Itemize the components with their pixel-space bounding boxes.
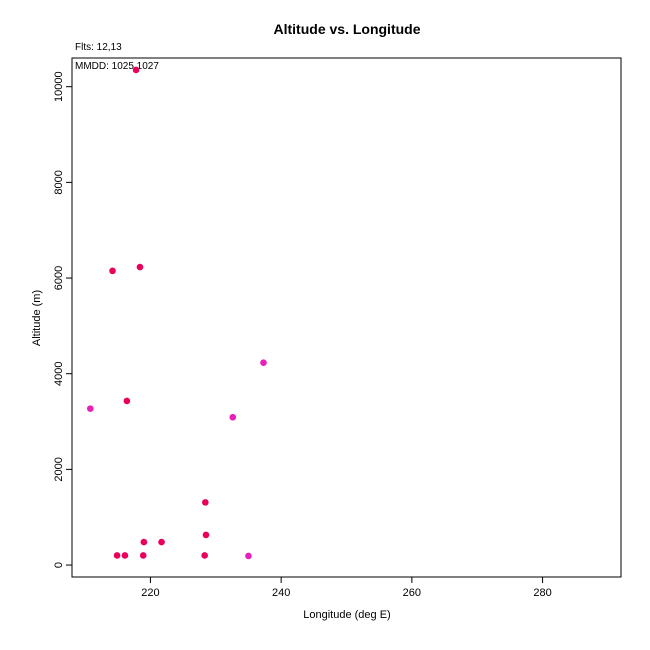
chart-title: Altitude vs. Longitude xyxy=(274,21,421,37)
data-point xyxy=(201,552,208,559)
x-axis-label: Longitude (deg E) xyxy=(303,609,390,621)
data-point xyxy=(113,552,121,559)
data-point xyxy=(121,552,129,559)
y-axis-label: Altitude (m) xyxy=(31,290,43,346)
data-point xyxy=(202,499,209,506)
data-points xyxy=(87,66,267,560)
x-tick-label: 220 xyxy=(141,587,159,599)
y-tick-label: 2000 xyxy=(53,457,65,481)
data-point xyxy=(139,552,147,559)
x-tick-label: 240 xyxy=(272,587,290,599)
y-tick-label: 8000 xyxy=(53,170,65,194)
y-axis: 0 2000 4000 6000 8000 10000 xyxy=(53,71,73,568)
data-point xyxy=(109,267,116,275)
data-point xyxy=(87,405,94,412)
data-point xyxy=(123,397,131,405)
data-point xyxy=(158,538,165,546)
x-axis: 220 240 260 280 xyxy=(141,576,552,599)
flights-annotation: Flts: 12,13 xyxy=(75,42,122,53)
x-tick-label: 280 xyxy=(533,587,551,599)
data-point xyxy=(136,263,144,271)
y-tick-label: 10000 xyxy=(53,71,65,102)
y-tick-label: 0 xyxy=(53,562,65,568)
data-point xyxy=(202,531,210,539)
data-point xyxy=(260,359,267,367)
date-annotation: MMDD: 1025,1027 xyxy=(75,61,159,72)
y-tick-label: 4000 xyxy=(53,361,65,385)
data-point xyxy=(245,552,252,560)
data-point xyxy=(140,538,148,546)
data-point xyxy=(132,66,140,74)
data-point xyxy=(229,413,237,421)
y-tick-label: 6000 xyxy=(53,266,65,290)
x-tick-label: 260 xyxy=(403,587,421,599)
